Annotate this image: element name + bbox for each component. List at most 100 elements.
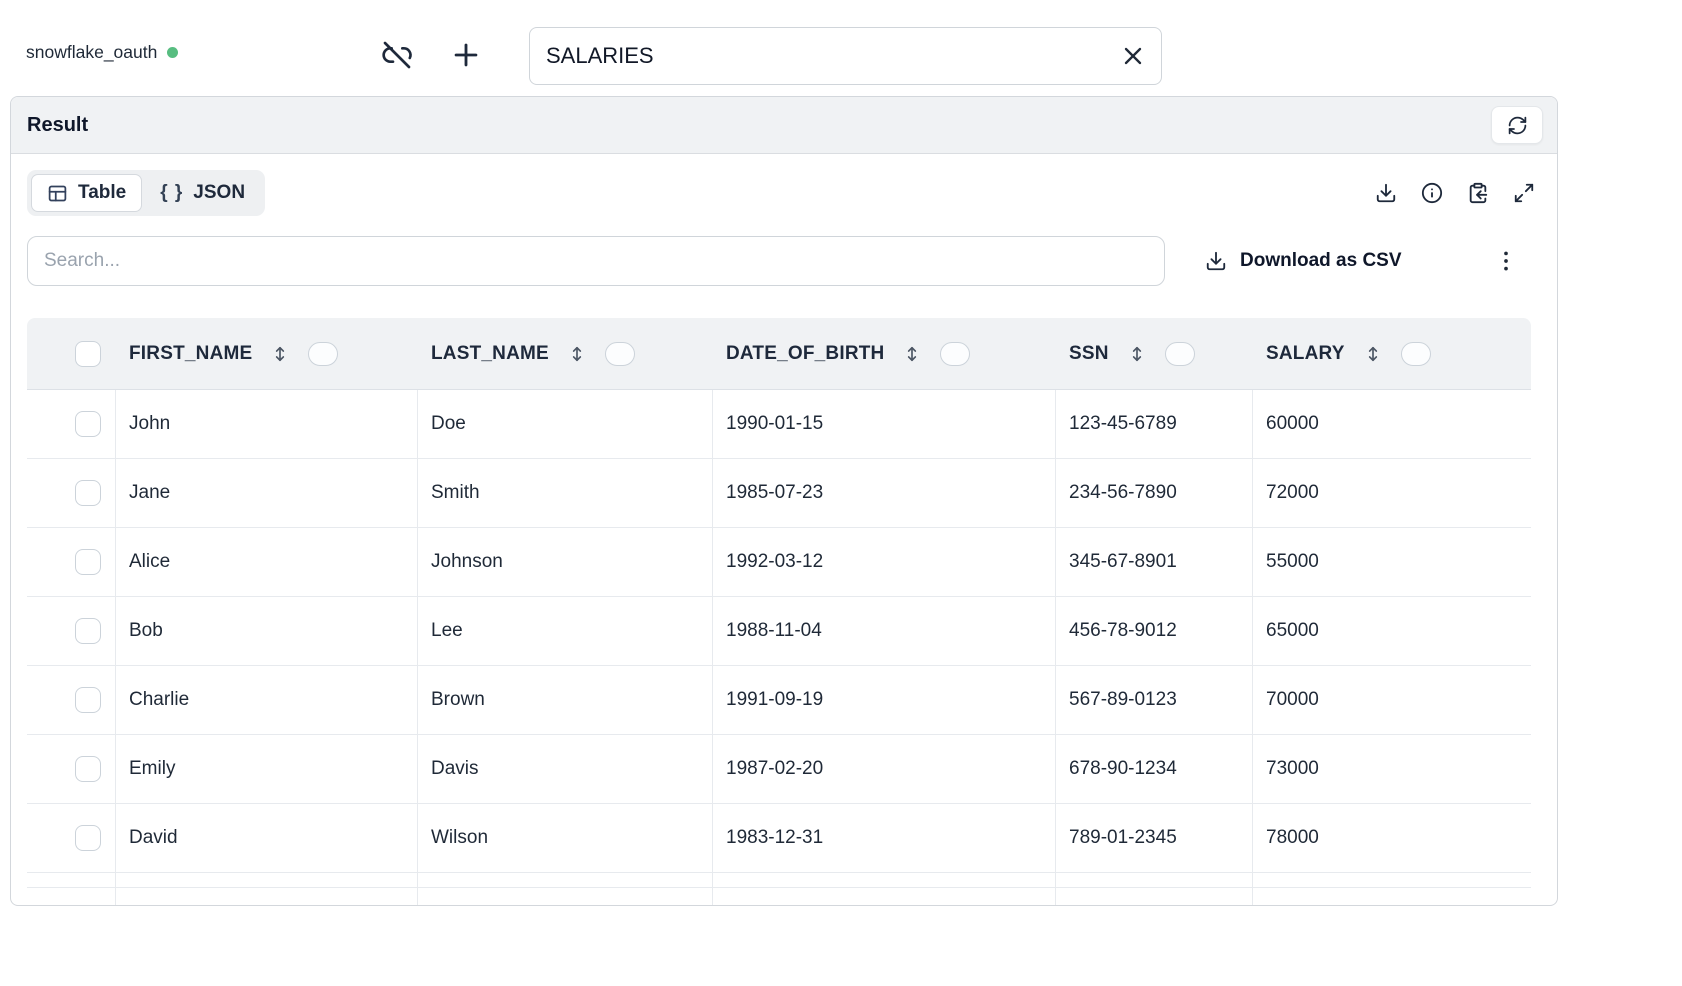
expand-button[interactable] [1513, 182, 1535, 204]
column-filter-toggle[interactable] [604, 341, 635, 366]
table-cell: Johnson [418, 528, 713, 597]
table-cell: 1985-07-23 [713, 459, 1056, 528]
tab-table-label: Table [78, 182, 127, 203]
result-toolbar: Table { } JSON [27, 170, 1541, 216]
table-row: Jane Smith 1985-07-23 234-56-7890 72000 [27, 459, 1531, 528]
table-cell: 456-78-9012 [1056, 597, 1253, 666]
add-button[interactable] [449, 38, 483, 72]
sort-icon[interactable] [902, 344, 922, 364]
row-checkbox[interactable] [75, 687, 101, 713]
panel-title: Result [27, 113, 89, 136]
column-header-last_name[interactable]: LAST_NAME [418, 318, 713, 390]
column-header-date_of_birth[interactable]: DATE_OF_BIRTH [713, 318, 1056, 390]
table-row: Charlie Brown 1991-09-19 567-89-0123 70000 [27, 666, 1531, 735]
sort-icon[interactable] [270, 344, 290, 364]
table-row: Bob Lee 1988-11-04 456-78-9012 65000 [27, 597, 1531, 666]
table-row-clipped [27, 888, 1531, 905]
row-select-cell [27, 528, 116, 597]
column-filter-toggle[interactable] [1400, 341, 1431, 366]
search-input[interactable] [27, 236, 1165, 286]
refresh-button[interactable] [1491, 106, 1543, 144]
row-checkbox[interactable] [75, 618, 101, 644]
row-checkbox[interactable] [75, 480, 101, 506]
column-header-first_name[interactable]: FIRST_NAME [116, 318, 418, 390]
more-options-button[interactable] [1493, 247, 1519, 275]
table-cell: Lee [418, 597, 713, 666]
clear-table-name-button[interactable] [1119, 42, 1147, 70]
table-cell: 678-90-1234 [1056, 735, 1253, 804]
download-icon [1205, 250, 1227, 272]
table-cell: 234-56-7890 [1056, 459, 1253, 528]
column-filter-toggle[interactable] [940, 341, 971, 366]
sort-icon[interactable] [1127, 344, 1147, 364]
topbar: snowflake_oauth [0, 0, 1682, 96]
table-icon [47, 183, 68, 204]
table-name-input[interactable] [530, 28, 1119, 84]
braces-icon: { } [160, 182, 184, 203]
row-checkbox[interactable] [75, 549, 101, 575]
copy-to-clipboard-button[interactable] [1467, 182, 1489, 204]
tab-json-label: JSON [193, 182, 246, 203]
result-tool-icons [1375, 182, 1541, 204]
table-cell: Davis [418, 735, 713, 804]
table-cell: Smith [418, 459, 713, 528]
search-row: Download as CSV [27, 236, 1541, 286]
tab-json[interactable]: { } JSON [144, 174, 261, 212]
table-cell: Doe [418, 390, 713, 459]
table-cell: Alice [116, 528, 418, 597]
row-select-cell [27, 597, 116, 666]
column-label: LAST_NAME [431, 342, 549, 364]
select-all-header-cell [27, 318, 116, 390]
row-checkbox[interactable] [75, 825, 101, 851]
table-cell: Emily [116, 735, 418, 804]
refresh-icon [1507, 115, 1528, 136]
download-csv-label: Download as CSV [1240, 250, 1402, 271]
table-cell: 345-67-8901 [1056, 528, 1253, 597]
table-cell: 73000 [1253, 735, 1531, 804]
sort-icon[interactable] [567, 344, 587, 364]
info-icon [1421, 182, 1443, 204]
download-csv-button[interactable]: Download as CSV [1205, 250, 1402, 272]
clipboard-icon [1467, 182, 1489, 204]
table-row: John Doe 1990-01-15 123-45-6789 60000 [27, 390, 1531, 459]
row-select-cell [27, 666, 116, 735]
row-checkbox[interactable] [75, 756, 101, 782]
column-header-salary[interactable]: SALARY [1253, 318, 1531, 390]
tab-table[interactable]: Table [31, 174, 143, 212]
column-filter-toggle[interactable] [308, 341, 339, 366]
row-select-cell [27, 459, 116, 528]
table-cell: 1988-11-04 [713, 597, 1056, 666]
table-row: Emily Davis 1987-02-20 678-90-1234 73000 [27, 735, 1531, 804]
result-panel-body: Table { } JSON [11, 154, 1557, 905]
table-cell: 1983-12-31 [713, 804, 1056, 873]
download-button[interactable] [1375, 182, 1397, 204]
plus-icon [449, 38, 483, 72]
table-row-clipped [27, 873, 1531, 888]
table-cell: 789-01-2345 [1056, 804, 1253, 873]
kebab-icon [1493, 247, 1519, 275]
unlink-button[interactable] [381, 39, 413, 71]
table-body: John Doe 1990-01-15 123-45-6789 60000 Jane Smi… [27, 390, 1531, 905]
result-panel: Result [10, 96, 1558, 906]
table-cell: Brown [418, 666, 713, 735]
table-cell: 1991-09-19 [713, 666, 1056, 735]
info-button[interactable] [1421, 182, 1443, 204]
column-header-ssn[interactable]: SSN [1056, 318, 1253, 390]
table-row: Alice Johnson 1992-03-12 345-67-8901 55000 [27, 528, 1531, 597]
table-cell: Charlie [116, 666, 418, 735]
row-checkbox[interactable] [75, 411, 101, 437]
table-cell: 60000 [1253, 390, 1531, 459]
table-cell: 567-89-0123 [1056, 666, 1253, 735]
column-filter-toggle[interactable] [1164, 341, 1195, 366]
sort-icon[interactable] [1363, 344, 1383, 364]
row-select-cell [27, 390, 116, 459]
table-cell: 65000 [1253, 597, 1531, 666]
row-select-cell [27, 804, 116, 873]
connection-status-dot [167, 47, 179, 58]
table-cell: Wilson [418, 804, 713, 873]
unlink-icon [381, 39, 413, 71]
connection-name: snowflake_oauth [26, 42, 158, 62]
select-all-checkbox[interactable] [75, 340, 101, 367]
connection-indicator[interactable]: snowflake_oauth [26, 42, 179, 63]
column-label: DATE_OF_BIRTH [726, 342, 885, 364]
